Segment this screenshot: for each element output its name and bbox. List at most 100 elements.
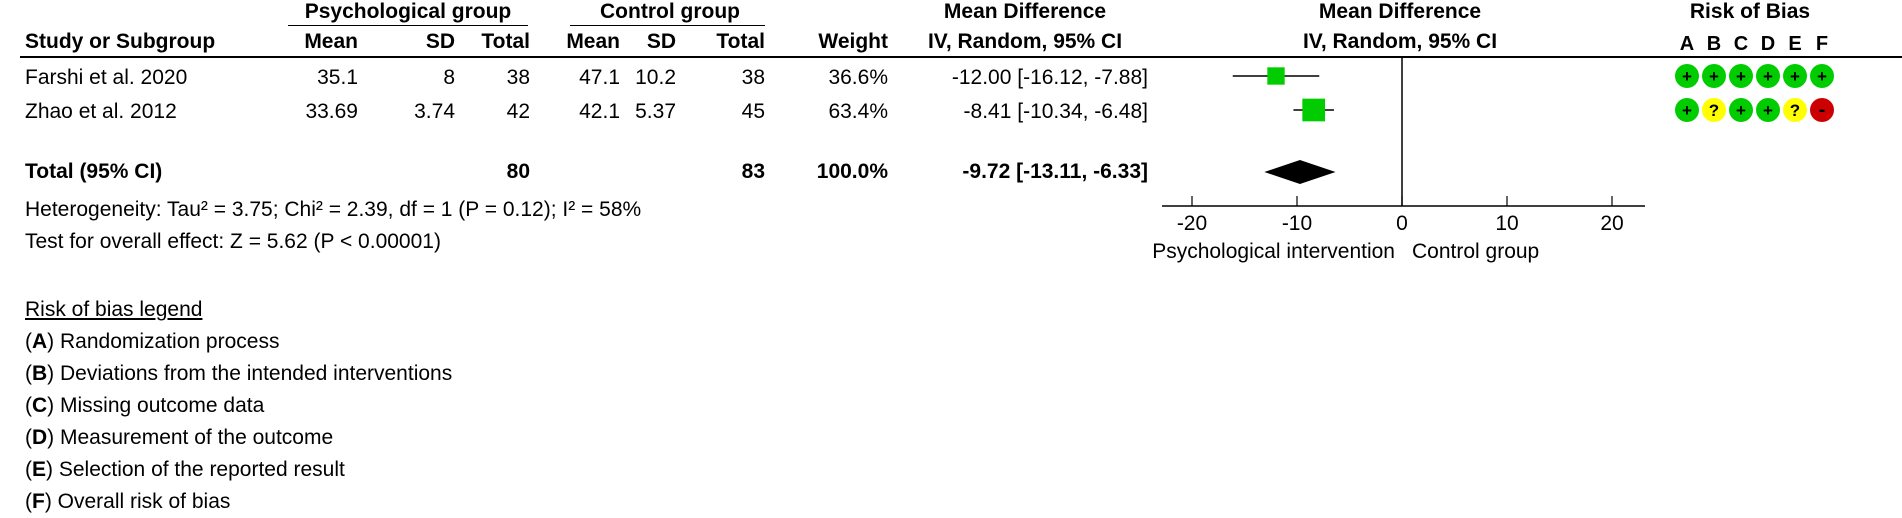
- header-weight: Weight: [818, 30, 888, 53]
- group2-rule: [570, 25, 765, 26]
- rob-dot: [1702, 64, 1726, 88]
- study-name: Farshi et al. 2020: [25, 66, 188, 89]
- rob-dot: [1675, 98, 1699, 122]
- ci-text: -12.00 [-16.12, -7.88]: [951, 66, 1148, 89]
- rob-symbol: +: [1817, 67, 1827, 86]
- rob-symbol: -: [1819, 99, 1826, 121]
- legend-letter: B: [32, 362, 48, 385]
- rob-dot: [1810, 98, 1834, 122]
- rob-symbol: ?: [1790, 101, 1800, 120]
- x-tick-label: 10: [1495, 212, 1518, 235]
- rob-dot: [1729, 64, 1753, 88]
- header-sd1: SD: [425, 30, 455, 53]
- rob-dot: [1810, 64, 1834, 88]
- legend-item: (B) Deviations from the intended interve…: [25, 362, 453, 385]
- mean2-value: 42.1: [579, 100, 620, 123]
- legend-item: (D) Measurement of the outcome: [25, 426, 334, 449]
- total-label: Total (95% CI): [25, 160, 163, 183]
- rob-dot: [1729, 98, 1753, 122]
- header-mean-difference-right: Mean Difference: [1318, 0, 1482, 23]
- header-sd2: SD: [646, 30, 676, 53]
- rob-letter-f: F: [1816, 33, 1828, 55]
- header-control-group: Control group: [600, 0, 740, 23]
- header-total1: Total: [481, 30, 530, 53]
- header-risk-of-bias: Risk of Bias: [1689, 0, 1811, 23]
- group1-rule: [288, 25, 528, 26]
- rob-dot: [1783, 98, 1807, 122]
- rob-letter-e: E: [1788, 33, 1801, 55]
- legend-letter: C: [32, 394, 48, 417]
- x-tick-label: 20: [1600, 212, 1623, 235]
- x-tick-label: 0: [1396, 212, 1408, 235]
- rob-symbol: +: [1736, 101, 1746, 120]
- study-name: Zhao et al. 2012: [25, 100, 177, 123]
- sd1-value: 8: [443, 66, 455, 89]
- mean1-value: 33.69: [305, 100, 358, 123]
- rob-symbol: +: [1790, 67, 1800, 86]
- sd1-value: 3.74: [414, 100, 455, 123]
- weight-value: 63.4%: [828, 100, 888, 123]
- rob-symbol: ?: [1709, 101, 1719, 120]
- total-ci-text: -9.72 [-13.11, -6.33]: [962, 160, 1148, 183]
- legend-text: Selection of the reported result: [58, 458, 345, 481]
- x-tick-label: -10: [1282, 212, 1312, 235]
- header-study: Study or Subgroup: [25, 30, 216, 53]
- rob-symbol: +: [1736, 67, 1746, 86]
- mean1-value: 35.1: [317, 66, 358, 89]
- sd2-value: 10.2: [635, 66, 676, 89]
- header-ci-right: IV, Random, 95% CI: [1302, 30, 1498, 53]
- x-label-right: Control group: [1412, 240, 1539, 263]
- rob-dot: [1783, 64, 1807, 88]
- legend-letter: A: [32, 330, 48, 353]
- sd2-value: 5.37: [635, 100, 676, 123]
- total1-value: 42: [506, 100, 530, 123]
- rob-symbol: +: [1709, 67, 1719, 86]
- legend-letter: D: [32, 426, 48, 449]
- x-label-left: Psychological intervention: [1152, 240, 1395, 263]
- header-mean2: Mean: [566, 30, 620, 53]
- legend-text: Randomization process: [60, 330, 280, 353]
- legend-text: Deviations from the intended interventio…: [60, 362, 453, 385]
- legend-item: (F) Overall risk of bias: [25, 490, 231, 513]
- legend-item: (C) Missing outcome data: [25, 394, 265, 417]
- mean2-value: 47.1: [579, 66, 620, 89]
- total-weight: 100.0%: [816, 160, 888, 183]
- pooled-diamond: [1264, 160, 1336, 184]
- heterogeneity-text: Heterogeneity: Tau² = 3.75; Chi² = 2.39,…: [25, 198, 642, 221]
- total2-sum: 83: [741, 160, 765, 183]
- header-psychological-group: Psychological group: [304, 0, 512, 23]
- legend-title: Risk of bias legend: [25, 298, 203, 321]
- header-total2: Total: [716, 30, 765, 53]
- rob-letter-a: A: [1680, 33, 1694, 55]
- rob-dot: [1756, 98, 1780, 122]
- x-tick-label: -20: [1177, 212, 1207, 235]
- rob-symbol: +: [1682, 67, 1692, 86]
- overall-effect-text: Test for overall effect: Z = 5.62 (P < 0…: [25, 230, 441, 253]
- weight-value: 36.6%: [828, 66, 888, 89]
- legend-letter: E: [32, 458, 47, 481]
- legend-text: Overall risk of bias: [57, 490, 231, 513]
- rob-dot: [1702, 98, 1726, 122]
- header-mean-difference-left: Mean Difference: [943, 0, 1107, 23]
- total1-value: 38: [506, 66, 530, 89]
- rob-letter-d: D: [1761, 33, 1775, 55]
- effect-marker: [1267, 67, 1285, 85]
- legend-text: Measurement of the outcome: [60, 426, 334, 449]
- rob-letter-c: C: [1734, 33, 1748, 55]
- header-mean1: Mean: [304, 30, 358, 53]
- total2-value: 38: [741, 66, 765, 89]
- rob-symbol: +: [1763, 67, 1773, 86]
- rob-dot: [1675, 64, 1699, 88]
- legend-item: (A) Randomization process: [25, 330, 280, 353]
- effect-marker: [1302, 98, 1326, 122]
- ci-text: -8.41 [-10.34, -6.48]: [963, 100, 1148, 123]
- rob-dot: [1756, 64, 1780, 88]
- header-ci-left: IV, Random, 95% CI: [927, 30, 1123, 53]
- rob-letter-b: B: [1707, 33, 1721, 55]
- header-rule: [20, 56, 1902, 58]
- rob-symbol: +: [1682, 101, 1692, 120]
- total1-sum: 80: [506, 160, 530, 183]
- legend-text: Missing outcome data: [60, 394, 265, 417]
- rob-symbol: +: [1763, 101, 1773, 120]
